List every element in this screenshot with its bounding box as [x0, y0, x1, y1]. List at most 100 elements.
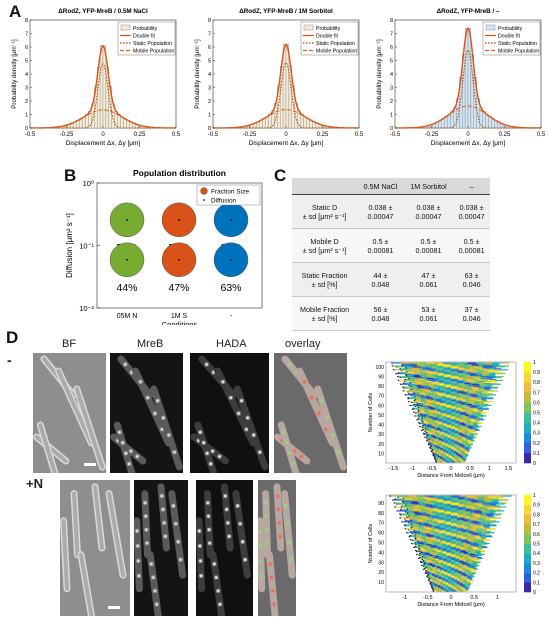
y-tick-label: 1: [208, 113, 211, 119]
heatmap-cell: [423, 557, 429, 560]
heatmap-cell: [437, 370, 445, 372]
heatmap-cell: [439, 400, 446, 403]
heatmap-cell: [460, 443, 464, 445]
heatmap-cell: [463, 520, 471, 522]
heatmap-cell: [456, 445, 460, 447]
heatmap-cell: [455, 459, 458, 461]
heatmap-cell: [427, 515, 434, 517]
heatmap-cell: [475, 371, 483, 373]
heatmap-cell: [434, 543, 441, 545]
heatmap-cell: [408, 393, 410, 395]
heatmap-cell: [465, 402, 471, 405]
heatmap-cell: [464, 414, 470, 416]
heatmap-cell: [451, 435, 455, 437]
heatmap-cell: [392, 362, 402, 364]
heatmap-cell: [465, 545, 472, 548]
fluorescent-spot: [287, 540, 291, 544]
colorbar-segment: [524, 392, 531, 403]
heatmap-cell: [461, 586, 465, 588]
heatmap-cell: [491, 501, 499, 503]
heatmap-cell: [470, 555, 476, 558]
heatmap-cell: [451, 419, 457, 421]
heatmap-cell: [459, 547, 465, 550]
table-cell-line: 0.00047: [367, 211, 394, 221]
heatmap-cell: [426, 362, 435, 364]
heatmap-cell: [457, 511, 465, 513]
heatmap-cell: [464, 434, 468, 436]
heatmap-cell: [470, 545, 477, 548]
heatmap-cell: [472, 388, 479, 390]
heatmap-cell: [455, 451, 459, 454]
heatmap-cell: [451, 559, 456, 562]
heatmap-cell: [484, 363, 492, 365]
heatmap-cell: [422, 519, 429, 521]
heatmap-cell: [491, 369, 500, 371]
heatmap-cell: [473, 410, 479, 412]
heatmap-cell: [467, 575, 472, 577]
heatmap-cell: [487, 391, 494, 393]
heatmap-cell: [434, 583, 438, 585]
colorbar-tick-label: 0.9: [533, 370, 540, 376]
heatmap-cell: [461, 408, 468, 410]
heatmap-cell: [442, 447, 446, 449]
heatmap-cell: [425, 399, 431, 402]
heatmap-cell: [418, 365, 427, 367]
heatmap-cell: [432, 563, 437, 565]
heatmap-cell: [439, 523, 446, 525]
heatmap-cell: [467, 429, 472, 431]
heatmap-cell: [434, 431, 438, 433]
heatmap-cell: [446, 418, 452, 420]
heatmap-cell: [467, 413, 473, 415]
heatmap-cell: [456, 519, 463, 521]
heatmap-cell: [456, 446, 460, 448]
heatmap-cell: [451, 422, 456, 424]
heatmap-cell: [460, 543, 467, 546]
heatmap-cell: [486, 397, 494, 399]
heatmap-cell: [418, 543, 424, 545]
heatmap-cell: [467, 540, 473, 542]
heatmap-cell: [489, 378, 497, 380]
fluorescent-spot: [136, 559, 140, 563]
heatmap-cell: [468, 580, 472, 582]
heatmap-cell: [444, 437, 448, 439]
heatmap-cell: [476, 518, 484, 520]
heatmap-cell: [470, 537, 477, 539]
heatmap-cell: [431, 587, 434, 589]
heatmap-cell: [459, 416, 465, 418]
heatmap-cell: [458, 383, 466, 385]
x-tick-label: 0.25: [134, 132, 146, 138]
heatmap-cell: [396, 510, 399, 512]
heatmap-cell: [438, 439, 442, 441]
heatmap-cell: [478, 521, 486, 523]
fluorescent-spot: [287, 362, 292, 367]
heatmap-cell: [479, 419, 485, 421]
heatmap-cell: [428, 434, 432, 436]
heatmap-cell: [440, 399, 447, 402]
heatmap-cell: [451, 585, 454, 587]
heatmap-cell: [419, 502, 428, 504]
heatmap-cell: [463, 443, 467, 445]
heatmap-cell: [401, 364, 403, 366]
legend-swatch: [120, 24, 131, 31]
heatmap-cell: [432, 444, 436, 446]
heatmap-cell: [424, 563, 429, 565]
heatmap-cell: [469, 371, 477, 373]
heatmap-cell: [456, 442, 460, 444]
heatmap-cell: [412, 523, 419, 525]
heatmap-cell: [451, 371, 458, 373]
heatmap-cell: [421, 397, 428, 399]
heatmap-cell: [445, 543, 452, 545]
heatmap-cell: [414, 537, 417, 539]
heatmap-cell: [461, 572, 466, 574]
heatmap-cell: [474, 522, 481, 524]
heatmap-cell: [405, 374, 407, 376]
heatmap-cell: [474, 555, 479, 558]
heatmap-cell: [467, 388, 474, 390]
heatmap-cell: [487, 398, 494, 400]
heatmap-cell: [473, 406, 479, 408]
heatmap-cell: [470, 399, 477, 401]
heatmap-cell: [451, 496, 459, 498]
x-tick-label: -0.5: [423, 595, 432, 601]
heatmap-cell: [394, 506, 396, 508]
heatmap-cell: [473, 557, 479, 560]
